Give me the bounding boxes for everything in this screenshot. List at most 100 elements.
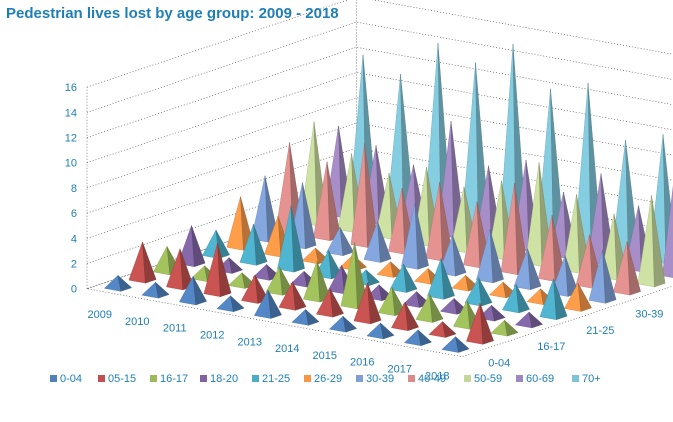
pyramid-face — [305, 308, 320, 326]
pyramid-face — [329, 288, 344, 318]
pyramid-marks — [103, 43, 673, 353]
y-tick-label: 4 — [71, 233, 77, 245]
y-tick-label: 6 — [71, 208, 77, 220]
pyramid-face — [342, 315, 357, 333]
pyramid-face — [479, 303, 494, 345]
y-tick-label: 10 — [65, 158, 77, 170]
y-tick-label: 2 — [71, 259, 77, 271]
legend-label: 26-29 — [314, 373, 342, 385]
pyramid — [613, 241, 641, 296]
pyramid — [353, 282, 382, 325]
legend-item: 05-15 — [98, 373, 136, 385]
x-tick-label: 2011 — [163, 323, 187, 335]
pyramid — [490, 319, 519, 337]
pyramid-face — [192, 276, 207, 306]
pyramid — [103, 274, 132, 292]
pyramid — [428, 321, 457, 338]
pyramid — [564, 282, 592, 312]
pyramid-face — [253, 224, 268, 266]
pyramid — [391, 301, 419, 331]
y-tick-label: 0 — [71, 284, 77, 296]
pyramid — [313, 161, 341, 241]
pyramid — [326, 226, 354, 256]
x-tick-label: 2014 — [275, 343, 299, 355]
pyramid-face — [377, 221, 392, 263]
pyramid-face — [528, 311, 543, 329]
pyramid-face — [365, 269, 380, 286]
pyramid — [303, 260, 331, 303]
pyramid-face — [290, 205, 305, 273]
pyramid — [502, 283, 530, 314]
pyramid-face — [440, 258, 455, 300]
pyramid-face — [491, 304, 506, 322]
pyramid-face — [404, 302, 419, 331]
legend-swatch — [252, 375, 259, 382]
pyramid — [500, 183, 529, 275]
pyramid — [637, 195, 666, 288]
pyramid — [316, 287, 344, 318]
pyramid-face — [228, 257, 243, 274]
y-axis-ticks: 0 2 4 6 8 10 12 14 16 — [65, 82, 77, 296]
legend-swatch — [516, 375, 523, 382]
x-tick-label: 2013 — [238, 336, 262, 348]
gridline — [86, 21, 673, 113]
y-tick-label: 14 — [65, 107, 77, 119]
depth-tick-label: 21-25 — [586, 325, 614, 337]
pyramid — [328, 315, 357, 333]
y-tick-label: 12 — [65, 133, 77, 145]
legend-label: 18-20 — [210, 373, 238, 385]
pyramid — [350, 143, 379, 248]
pyramid-face — [155, 281, 170, 299]
floor-edge — [86, 198, 673, 358]
pyramid-face — [380, 322, 395, 340]
pyramid-face — [662, 185, 673, 278]
chart-title: Pedestrian lives lost by age group: 2009… — [6, 5, 339, 22]
pyramid — [425, 182, 454, 262]
pyramid-face — [577, 282, 592, 312]
legend-label: 70+ — [582, 373, 601, 385]
pyramid-face — [478, 277, 493, 307]
pyramid-face — [414, 202, 429, 270]
depth-tick-label: 0-04 — [488, 358, 510, 370]
pyramid-face — [651, 195, 666, 288]
legend-swatch — [572, 375, 579, 382]
legend-swatch — [356, 375, 363, 382]
pyramid — [141, 281, 170, 299]
pyramid-face — [429, 293, 444, 323]
depth-tick-label: 30-39 — [635, 308, 663, 320]
y-tick-label: 16 — [65, 82, 77, 94]
pyramid — [466, 303, 494, 345]
pyramid — [203, 242, 232, 297]
pyramid-face — [417, 329, 432, 346]
x-tick-label: 2015 — [313, 350, 337, 362]
legend-swatch — [150, 375, 157, 382]
pyramid — [363, 221, 392, 263]
pyramid-face — [602, 249, 617, 304]
pyramid-face — [230, 295, 245, 312]
pyramid — [662, 185, 673, 278]
pyramid-face — [527, 248, 542, 290]
pyramid — [254, 289, 282, 319]
pyramid-face — [267, 289, 282, 319]
pyramid — [239, 224, 268, 266]
pyramid — [401, 202, 429, 270]
pyramid — [427, 258, 455, 300]
x-tick-label: 2010 — [125, 316, 149, 328]
pyramid — [514, 311, 543, 329]
x-tick-label: 2012 — [200, 330, 224, 342]
pyramid — [441, 336, 470, 353]
pyramid — [513, 248, 542, 290]
pyramid — [291, 308, 320, 326]
pyramid-face — [339, 227, 354, 256]
legend-label: 16-17 — [160, 373, 188, 385]
pyramid — [366, 322, 395, 340]
legend-label: 30-39 — [366, 373, 394, 385]
x-tick-label: 2009 — [88, 309, 112, 321]
legend-item: 30-39 — [356, 373, 394, 385]
pyramid — [476, 229, 504, 284]
pyramid — [128, 241, 157, 284]
pyramid — [415, 293, 444, 323]
legend: 0-04 05-15 16-17 18-20 21-25 26-29 30-39 40-49 5… — [50, 373, 601, 385]
pyramid — [216, 295, 245, 312]
